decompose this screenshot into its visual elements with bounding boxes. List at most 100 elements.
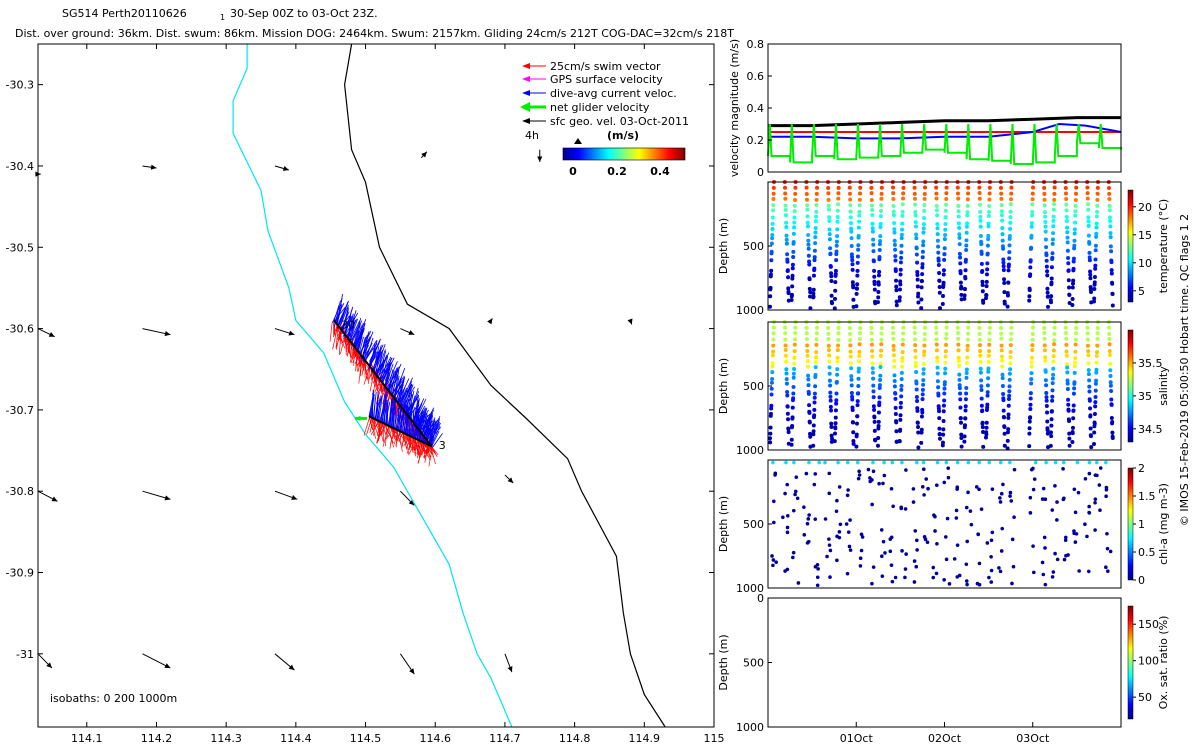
profile-point <box>1052 197 1057 202</box>
profile-point <box>1030 347 1035 352</box>
profile-point <box>805 348 810 353</box>
profile-point <box>791 550 796 555</box>
profile-point <box>903 567 908 571</box>
profile-point <box>1008 367 1013 372</box>
profile-point <box>1104 485 1109 490</box>
profile-point <box>900 202 905 207</box>
profile-point <box>916 445 921 450</box>
profile-point <box>985 383 990 388</box>
profile-point <box>1029 360 1034 365</box>
profile-point <box>845 493 850 498</box>
profile-point <box>1107 337 1112 342</box>
profile-point <box>1029 467 1034 472</box>
profile-point <box>892 359 897 364</box>
profile-point <box>857 336 862 341</box>
profile-point <box>986 237 991 242</box>
y-tick-label: -30.6 <box>6 323 34 336</box>
profile-point <box>944 191 949 196</box>
profile-point <box>921 222 926 227</box>
profile-point <box>893 258 898 263</box>
profile-point <box>937 284 942 289</box>
profile-point <box>1070 285 1075 290</box>
profile-point <box>958 255 963 260</box>
profile-point <box>921 243 926 248</box>
profile-point <box>784 371 789 376</box>
profile-point <box>985 541 990 545</box>
profile-point <box>790 273 795 278</box>
profile-point <box>1093 388 1098 393</box>
profile-point <box>851 441 856 446</box>
profile-point <box>784 359 789 364</box>
dac-vector <box>401 407 404 432</box>
profile-point <box>837 485 842 489</box>
profile-point <box>785 411 790 416</box>
profile-point <box>999 491 1004 496</box>
profile-point <box>1093 243 1098 248</box>
y-tick-label: -30.5 <box>6 241 34 254</box>
profile-point <box>963 397 968 402</box>
profile-point <box>934 342 939 347</box>
profile-point <box>901 331 906 336</box>
profile-point <box>854 434 859 439</box>
profile-point <box>848 338 853 343</box>
profile-point <box>912 337 917 342</box>
profile-point <box>838 522 843 527</box>
profile-point <box>946 475 951 480</box>
profile-point <box>998 500 1003 504</box>
profile-point <box>934 196 939 201</box>
profile-point <box>769 268 774 273</box>
profile-point <box>1066 408 1071 413</box>
profile-point <box>771 325 776 330</box>
sfc-arrow-head <box>408 499 415 506</box>
profile-point <box>979 261 984 266</box>
profile-point <box>969 522 974 527</box>
profile-point <box>789 437 794 442</box>
profile-point <box>1095 325 1100 330</box>
swim-vector <box>339 334 341 356</box>
profile-point <box>977 343 982 348</box>
profile-point <box>783 348 788 353</box>
profile-point <box>898 405 903 410</box>
profile-point <box>935 221 940 226</box>
profile-point <box>832 431 837 436</box>
profile-point <box>964 375 969 380</box>
profile-point <box>941 432 946 437</box>
profile-point <box>829 293 834 298</box>
profile-point <box>919 285 924 290</box>
profile-point <box>999 331 1004 336</box>
net-velocity-arrow-head <box>355 415 361 422</box>
profile-point <box>889 535 894 540</box>
profile-point <box>790 276 795 281</box>
profile-point <box>897 438 902 443</box>
profile-point <box>878 373 883 378</box>
profile-point <box>795 496 800 501</box>
profile-point <box>833 408 838 413</box>
profile-point <box>1050 251 1055 256</box>
x-tick-label: 114.3 <box>210 732 242 745</box>
profile-point <box>1087 471 1092 476</box>
profile-point <box>1051 366 1056 371</box>
swim-vector <box>355 352 358 372</box>
profile-point <box>984 425 989 430</box>
profile-point <box>790 262 795 267</box>
swim-vector <box>361 361 365 376</box>
profile-point <box>981 300 986 305</box>
profile-point <box>871 469 876 474</box>
profile-point <box>937 409 942 414</box>
profile-point <box>850 255 855 260</box>
dac-vector <box>385 400 388 425</box>
profile-point <box>986 359 991 364</box>
profile-point <box>986 366 991 371</box>
swim-vector <box>372 419 376 430</box>
profile-point <box>769 241 774 246</box>
profile-point <box>957 573 962 578</box>
profile-point <box>1107 208 1112 213</box>
profile-point <box>955 325 960 330</box>
profile-point <box>980 283 985 288</box>
profile-point <box>768 294 773 299</box>
profile-point <box>1000 358 1005 363</box>
profile-point <box>812 258 817 263</box>
profile-point <box>891 191 896 196</box>
profile-point <box>977 202 982 207</box>
